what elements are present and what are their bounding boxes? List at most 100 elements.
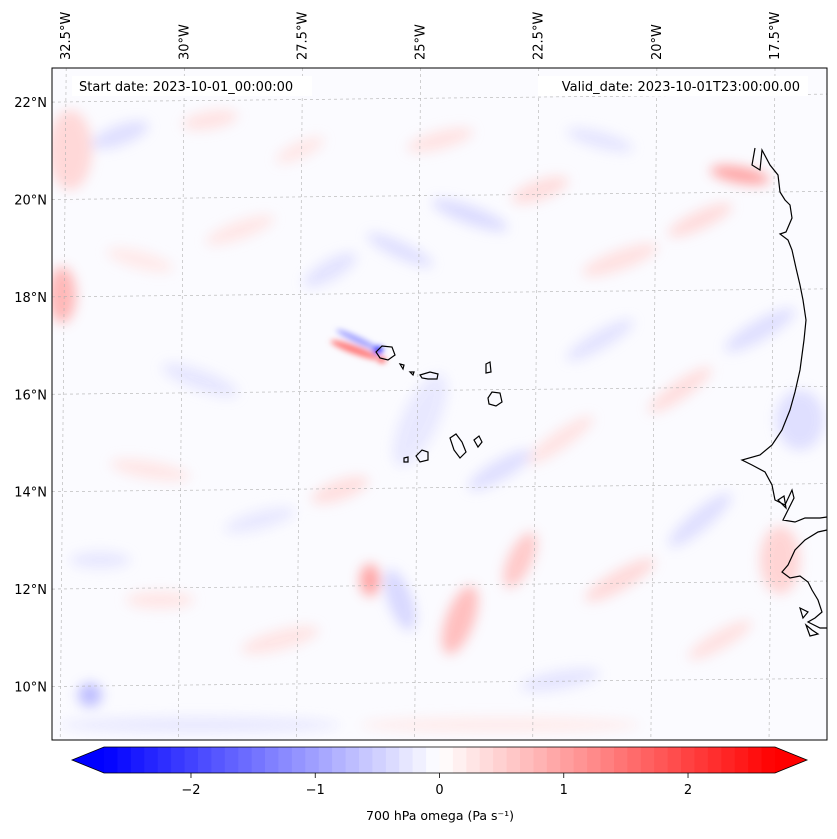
omega-field (52, 109, 824, 733)
colorbar-cell (358, 747, 373, 773)
latitude-label: 20°N (14, 193, 47, 208)
meridian-line (296, 68, 303, 740)
cape-verde-fogo (415, 449, 429, 463)
colorbar-cell (305, 747, 320, 773)
colorbar-cell (452, 747, 467, 773)
latitude-label: 18°N (14, 291, 47, 306)
cape-verde-santiago (449, 433, 467, 459)
colorbar-cells (104, 747, 776, 773)
colorbar-cell (721, 747, 736, 773)
colorbar-cell (197, 747, 212, 773)
colorbar-cell (211, 747, 226, 773)
latitude-label: 16°N (14, 388, 47, 403)
colorbar-cell (627, 747, 642, 773)
cape-verde-santo-antao (375, 345, 396, 361)
colorbar-cell (372, 747, 387, 773)
cape-verde-boa-vista (487, 391, 503, 407)
colorbar-cell (560, 747, 575, 773)
colorbar-outline (70, 746, 809, 774)
colorbar-extend-max (775, 747, 807, 773)
colorbar-tick-label: 1 (560, 783, 568, 798)
colorbar-cell (130, 747, 145, 773)
colorbar-cell (238, 747, 253, 773)
meridian-line (178, 68, 185, 740)
colorbar-cell (104, 747, 118, 773)
colorbar-cell (171, 747, 186, 773)
colorbar-cell (412, 747, 427, 773)
longitude-label: 25°W (414, 24, 429, 60)
longitude-label: 22.5°W (532, 12, 547, 60)
colorbar-cell (224, 747, 239, 773)
cape-verde-santa-luzia (408, 371, 415, 377)
colorbar-cell (600, 747, 615, 773)
colorbar-cell (613, 747, 628, 773)
colorbar-label: 700 hPa omega (Pa s⁻¹) (366, 808, 514, 823)
cape-verde-sal (485, 361, 492, 374)
longitude-label: 27.5°W (295, 12, 310, 60)
longitude-labels: 32.5°W 30°W 27.5°W 25°W 22.5°W 20°W 17.5°W (59, 12, 783, 60)
colorbar-cell (117, 747, 132, 773)
colorbar-cell (734, 747, 749, 773)
coastline (375, 147, 828, 637)
colorbar-cell (681, 747, 695, 773)
colorbar-cell (520, 747, 534, 773)
cape-verde-maio (473, 435, 483, 449)
colorbar: −2 −1 0 1 2 700 hPa omega (Pa s⁻¹) (70, 746, 809, 823)
meridian-line (59, 68, 67, 740)
cape-verde-sao-vicente (398, 363, 405, 371)
longitude-label: 20°W (650, 24, 665, 60)
colorbar-cell (385, 747, 400, 773)
colorbar-cell (748, 747, 763, 773)
colorbar-cell (546, 747, 561, 773)
meridian-line (532, 68, 540, 740)
colorbar-cell (573, 747, 588, 773)
cape-verde-brava (403, 456, 409, 463)
valid-date-label: Valid_date: 2023-10-01T23:00:00.00 (562, 80, 800, 95)
latitude-label: 12°N (14, 583, 47, 598)
colorbar-cell (707, 747, 722, 773)
colorbar-cell (332, 747, 347, 773)
colorbar-cell (278, 747, 293, 773)
start-date-label: Start date: 2023-10-01_00:00:00 (79, 80, 293, 95)
coastal-islands (777, 494, 820, 637)
longitude-label: 32.5°W (59, 12, 74, 60)
colorbar-cell (439, 747, 454, 773)
colorbar-cell (426, 747, 440, 773)
meridian-line (414, 68, 421, 740)
colorbar-tick-label: −1 (306, 783, 325, 798)
colorbar-cell (251, 747, 266, 773)
colorbar-cell (466, 747, 481, 773)
map-frame (51, 67, 828, 741)
colorbar-cell (587, 747, 602, 773)
latitude-label: 22°N (14, 96, 47, 111)
cape-verde-sao-nicolau (419, 371, 439, 380)
colorbar-ticks: −2 −1 0 1 2 (181, 773, 692, 798)
west-africa-coast-south (781, 529, 828, 629)
colorbar-cell (506, 747, 521, 773)
colorbar-cell (265, 747, 279, 773)
latitude-label: 10°N (14, 680, 47, 695)
colorbar-cell (479, 747, 494, 773)
colorbar-cell (318, 747, 333, 773)
colorbar-cell (399, 747, 414, 773)
start-date-box (72, 76, 312, 96)
colorbar-cell (184, 747, 199, 773)
colorbar-tick-label: −2 (181, 783, 200, 798)
colorbar-cell (157, 747, 172, 773)
meridian-line (768, 68, 776, 740)
graticule (52, 68, 827, 740)
colorbar-cell (654, 747, 669, 773)
colorbar-cell (640, 747, 655, 773)
valid-date-box (538, 76, 808, 96)
colorbar-cell (345, 747, 360, 773)
africa-coast (740, 147, 828, 523)
longitude-label: 30°W (177, 24, 192, 60)
meridian-line (650, 68, 658, 740)
colorbar-cell (493, 747, 508, 773)
colorbar-tick-label: 0 (435, 783, 443, 798)
colorbar-cell (667, 747, 682, 773)
colorbar-cell (291, 747, 306, 773)
latitude-labels: 22°N 20°N 18°N 16°N 14°N 12°N 10°N (14, 96, 47, 695)
colorbar-cell (144, 747, 159, 773)
